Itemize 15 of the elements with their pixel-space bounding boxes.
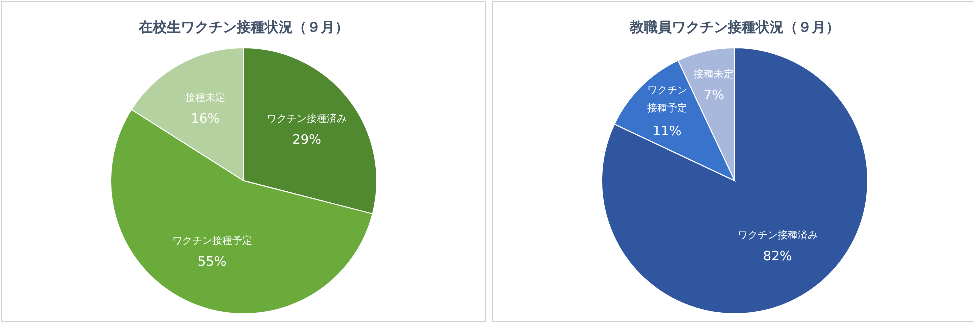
data-label: 7% xyxy=(704,88,724,104)
pie-slice xyxy=(602,48,868,314)
slice-label: 接種未定 xyxy=(694,68,734,81)
data-label: 82% xyxy=(763,249,792,264)
slice-label: ワクチン接種予定 xyxy=(647,85,688,114)
data-label: 16% xyxy=(191,112,220,128)
slice-label: 接種未定 xyxy=(186,92,226,104)
slice-label: ワクチン接種予定 xyxy=(172,235,252,248)
chart-title: 教職員ワクチン接種状況（９月） xyxy=(629,19,840,36)
slice-label: ワクチン接種済み xyxy=(738,229,818,242)
data-label: 55% xyxy=(198,255,227,270)
chart-title: 在校生ワクチン接種状況（９月） xyxy=(138,19,349,36)
data-label: 11% xyxy=(652,124,682,140)
data-label: 29% xyxy=(292,133,322,148)
slice-label: ワクチン接種済み xyxy=(267,113,348,126)
